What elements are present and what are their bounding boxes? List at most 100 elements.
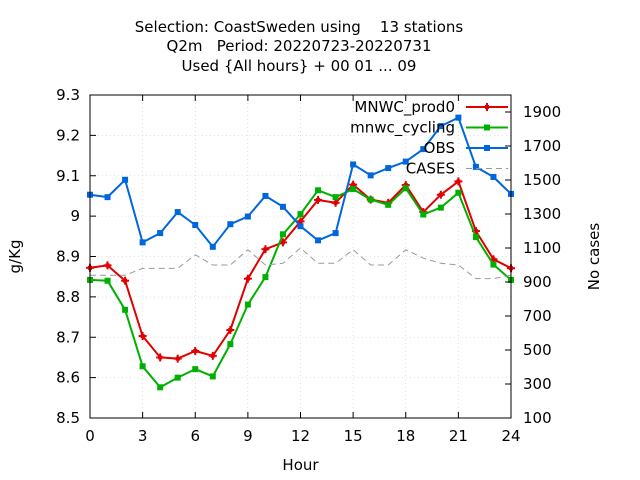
x-axis-label: Hour (282, 456, 319, 474)
y2-axis-label: No cases (585, 223, 603, 291)
point-obs (139, 239, 146, 246)
point-obs (122, 176, 129, 183)
point-obs (350, 161, 357, 168)
point-mnwc-prod0 (243, 274, 252, 283)
legend-marker-obs (484, 145, 490, 151)
point-obs (279, 203, 286, 210)
point-mnwc-cycling (437, 204, 444, 211)
y-axis-label: g/Kg (6, 240, 24, 274)
point-obs (332, 230, 339, 237)
x-tick-label: 6 (190, 427, 200, 445)
point-mnwc-prod0 (103, 261, 112, 270)
y-tick-label: 8.9 (56, 248, 80, 266)
point-obs (420, 146, 427, 153)
y2-tick-label: 500 (523, 341, 552, 359)
series-line-cases (90, 247, 512, 280)
point-obs (402, 158, 409, 165)
point-mnwc-cycling (227, 341, 234, 348)
x-tick-label: 15 (344, 427, 363, 445)
y-tick-label: 9.3 (56, 86, 80, 104)
x-tick-label: 0 (85, 427, 95, 445)
y2-tick-label: 1900 (523, 103, 561, 121)
point-mnwc-prod0 (191, 346, 200, 355)
point-obs (455, 114, 462, 121)
y2-tick-label: 1700 (523, 137, 561, 155)
point-mnwc-prod0 (261, 245, 270, 254)
point-mnwc-cycling (490, 261, 497, 268)
legend-label-mnwc-prod0: MNWC_prod0 (354, 98, 455, 117)
point-obs (227, 221, 234, 228)
y2-tick-label: 700 (523, 307, 552, 325)
point-obs (367, 172, 374, 179)
point-mnwc-cycling (174, 374, 181, 381)
point-mnwc-cycling (244, 301, 251, 308)
point-mnwc-prod0 (208, 351, 217, 360)
series-layer (86, 114, 515, 391)
point-mnwc-cycling (157, 384, 164, 391)
legend-marker-mnwc-prod0 (483, 103, 491, 111)
point-obs (315, 237, 322, 244)
point-mnwc-cycling (420, 211, 427, 218)
point-mnwc-cycling (262, 274, 269, 281)
point-obs (472, 163, 479, 170)
point-mnwc-cycling (350, 186, 357, 193)
point-obs (192, 222, 199, 229)
point-mnwc-cycling (472, 234, 479, 241)
point-mnwc-prod0 (314, 195, 323, 204)
point-mnwc-prod0 (121, 276, 130, 285)
y2-tick-label: 1300 (523, 205, 561, 223)
y2-tick-label: 1500 (523, 171, 561, 189)
chart-title: Selection: CoastSweden using 13 stations… (135, 18, 464, 75)
point-mnwc-cycling (104, 277, 111, 284)
point-mnwc-prod0 (138, 332, 147, 341)
title-line-2: Q2m Period: 20220723-20220731 (167, 37, 432, 55)
point-mnwc-cycling (209, 373, 216, 380)
point-obs (157, 230, 164, 237)
legend-label-obs: OBS (424, 139, 455, 157)
point-mnwc-cycling (279, 231, 286, 238)
point-obs (297, 223, 304, 230)
title-line-1: Selection: CoastSweden using 13 stations (135, 18, 464, 36)
y2-tick-label: 300 (523, 375, 552, 393)
x-tick-label: 24 (501, 427, 520, 445)
point-mnwc-prod0 (454, 177, 463, 186)
point-mnwc-cycling (385, 201, 392, 208)
point-obs (209, 243, 216, 250)
y-tick-label: 9.1 (56, 167, 80, 185)
tick-labels: 0 3 6 9 12 15 18 21 24 8.5 8.6 8.7 8.8 8.9 9 9.1 9.2 9.3 1… (56, 86, 561, 445)
y-tick-label: 8.5 (56, 409, 80, 427)
point-mnwc-prod0 (156, 353, 165, 362)
title-line-3: Used {All hours} + 00 01 ... 09 (182, 57, 417, 75)
point-mnwc-cycling (315, 187, 322, 194)
x-tick-label: 3 (138, 427, 148, 445)
point-mnwc-cycling (332, 194, 339, 201)
point-mnwc-cycling (402, 185, 409, 192)
point-mnwc-prod0 (173, 354, 182, 363)
legend-marker-mnwc-cycling (484, 124, 490, 131)
point-mnwc-cycling (455, 189, 462, 196)
y-tick-label: 8.7 (56, 328, 80, 346)
legend-label-cases: CASES (406, 160, 455, 178)
point-mnwc-prod0 (226, 325, 235, 334)
point-mnwc-cycling (192, 366, 199, 373)
y-tick-label: 8.8 (56, 288, 80, 306)
point-obs (174, 209, 181, 216)
legend-label-mnwc-cycling: mnwc_cycling (350, 119, 455, 138)
point-obs (262, 192, 269, 199)
point-mnwc-prod0 (436, 190, 445, 199)
point-obs (490, 173, 497, 180)
point-mnwc-cycling (367, 196, 374, 203)
ticks (89, 94, 512, 419)
x-tick-label: 21 (449, 427, 468, 445)
y-tick-label: 9.2 (56, 126, 80, 144)
x-tick-label: 12 (291, 427, 310, 445)
x-tick-label: 18 (396, 427, 415, 445)
y-tick-label: 9 (70, 207, 80, 225)
point-mnwc-cycling (297, 211, 304, 218)
point-obs (104, 194, 111, 201)
x-tick-label: 9 (243, 427, 253, 445)
y-tick-label: 8.6 (56, 369, 80, 387)
point-obs (244, 213, 251, 220)
